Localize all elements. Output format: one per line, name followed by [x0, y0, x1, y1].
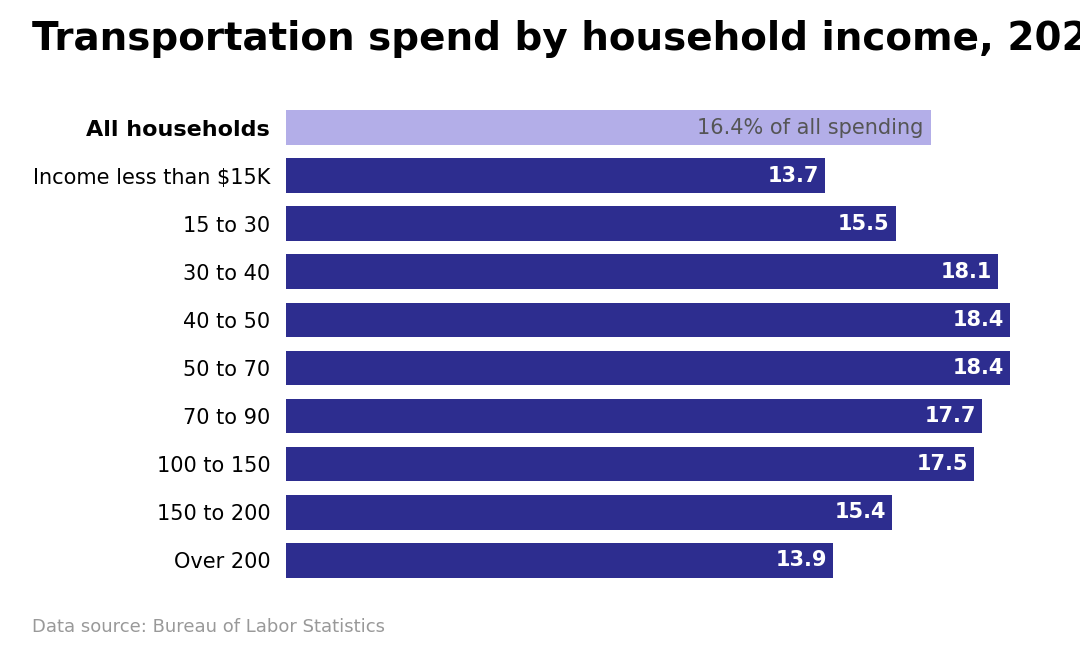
Text: Data source: Bureau of Labor Statistics: Data source: Bureau of Labor Statistics: [32, 617, 386, 636]
Bar: [286, 495, 892, 529]
Text: 18.4: 18.4: [953, 358, 1003, 378]
Text: 15.5: 15.5: [838, 214, 890, 233]
Bar: [286, 351, 1010, 385]
Text: 13.9: 13.9: [775, 550, 827, 570]
Bar: [286, 543, 833, 578]
Text: 15.4: 15.4: [835, 502, 886, 522]
Bar: [286, 399, 982, 434]
Text: 17.7: 17.7: [924, 406, 976, 426]
Text: 13.7: 13.7: [768, 166, 819, 186]
Bar: [286, 110, 931, 145]
Text: 18.4: 18.4: [953, 310, 1003, 330]
Text: Transportation spend by household income, 2021: Transportation spend by household income…: [32, 20, 1080, 57]
Bar: [286, 207, 895, 241]
Text: 17.5: 17.5: [917, 454, 969, 474]
Text: 18.1: 18.1: [941, 262, 993, 282]
Bar: [286, 447, 974, 481]
Bar: [286, 158, 825, 193]
Bar: [286, 303, 1010, 337]
Text: 16.4% of all spending: 16.4% of all spending: [697, 117, 923, 138]
Bar: [286, 254, 998, 289]
